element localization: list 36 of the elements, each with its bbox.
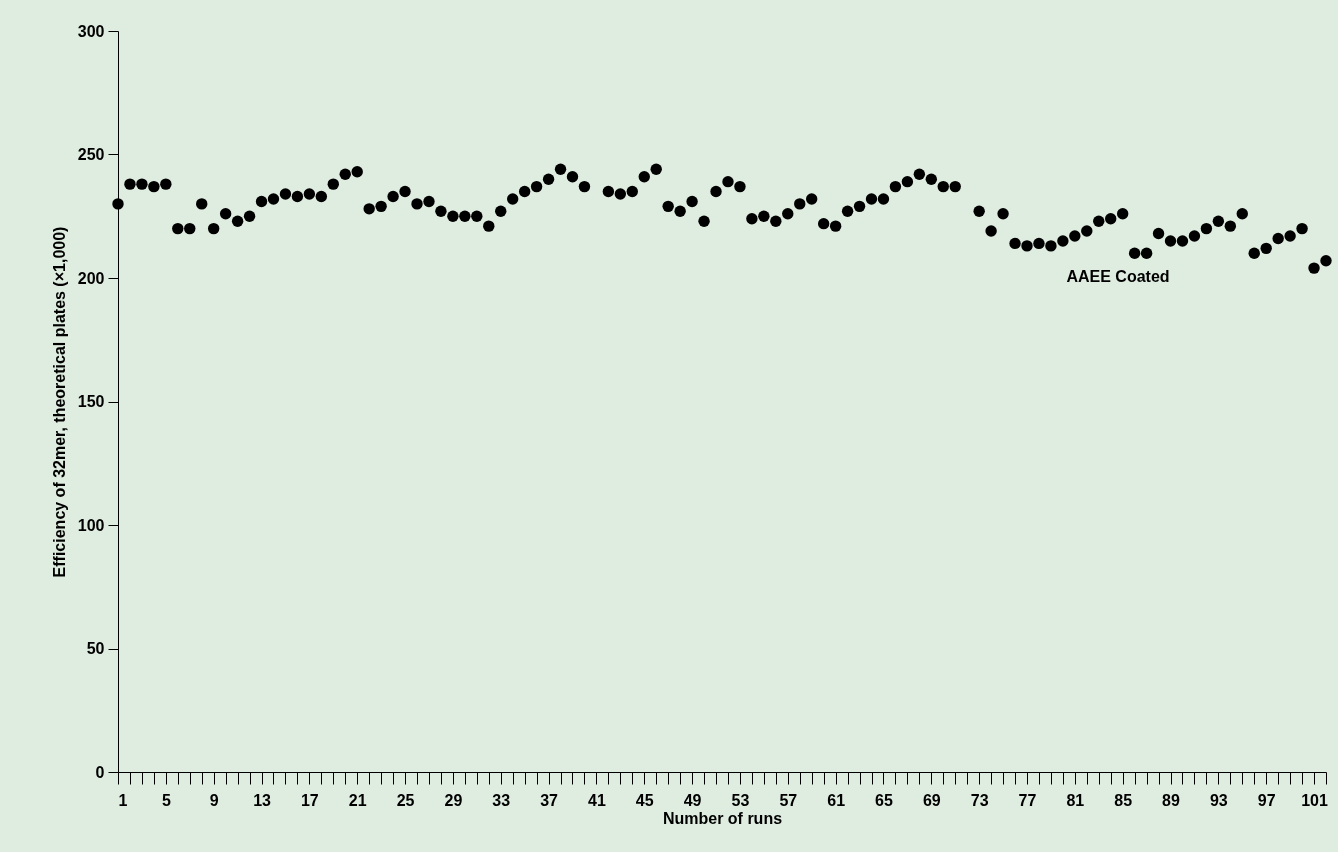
- x-tick-label: 5: [161, 791, 171, 809]
- y-tick-label: 300: [77, 22, 105, 40]
- y-tick-label: 150: [77, 393, 105, 410]
- x-tick-label: 61: [827, 791, 846, 809]
- x-tick-label: 73: [970, 791, 989, 809]
- x-tick-label: 29: [444, 791, 463, 809]
- x-tick-label: 13: [253, 791, 272, 809]
- x-tick-label: 93: [1209, 791, 1228, 809]
- y-tick-label: 100: [77, 516, 105, 534]
- x-tick-label: 53: [731, 791, 750, 809]
- x-tick-label: 17: [300, 791, 319, 809]
- x-tick-label: 85: [1114, 791, 1133, 809]
- x-tick-label: 1: [118, 791, 128, 809]
- x-tick-label: 81: [1066, 791, 1085, 809]
- x-tick-label: 37: [540, 791, 559, 809]
- x-tick-label: 57: [779, 791, 798, 809]
- y-axis-title: Efficiency of 32mer, theoretical plates (×1,000): [50, 226, 68, 578]
- y-tick-label: 0: [95, 763, 105, 781]
- x-tick-label: 101: [1301, 791, 1328, 809]
- y-tick-label: 50: [86, 640, 105, 657]
- y-tick-label: 250: [77, 146, 105, 163]
- x-tick-label: 41: [588, 791, 606, 809]
- x-tick-label: 49: [683, 791, 702, 809]
- x-tick-label: 9: [209, 791, 219, 809]
- x-tick-label: 45: [635, 791, 654, 809]
- x-tick-label: 65: [875, 791, 893, 809]
- x-tick-label: 25: [396, 791, 415, 809]
- x-tick-label: 69: [922, 791, 941, 809]
- x-tick-label: 77: [1018, 791, 1037, 809]
- x-axis-title: Number of runs: [662, 809, 783, 827]
- x-tick-label: 33: [492, 791, 511, 809]
- x-tick-label: 97: [1257, 791, 1276, 809]
- series-label: AAEE Coated: [1066, 268, 1170, 285]
- y-tick-label: 200: [77, 269, 105, 287]
- x-tick-label: 89: [1162, 791, 1181, 809]
- x-tick-label: 21: [348, 791, 367, 809]
